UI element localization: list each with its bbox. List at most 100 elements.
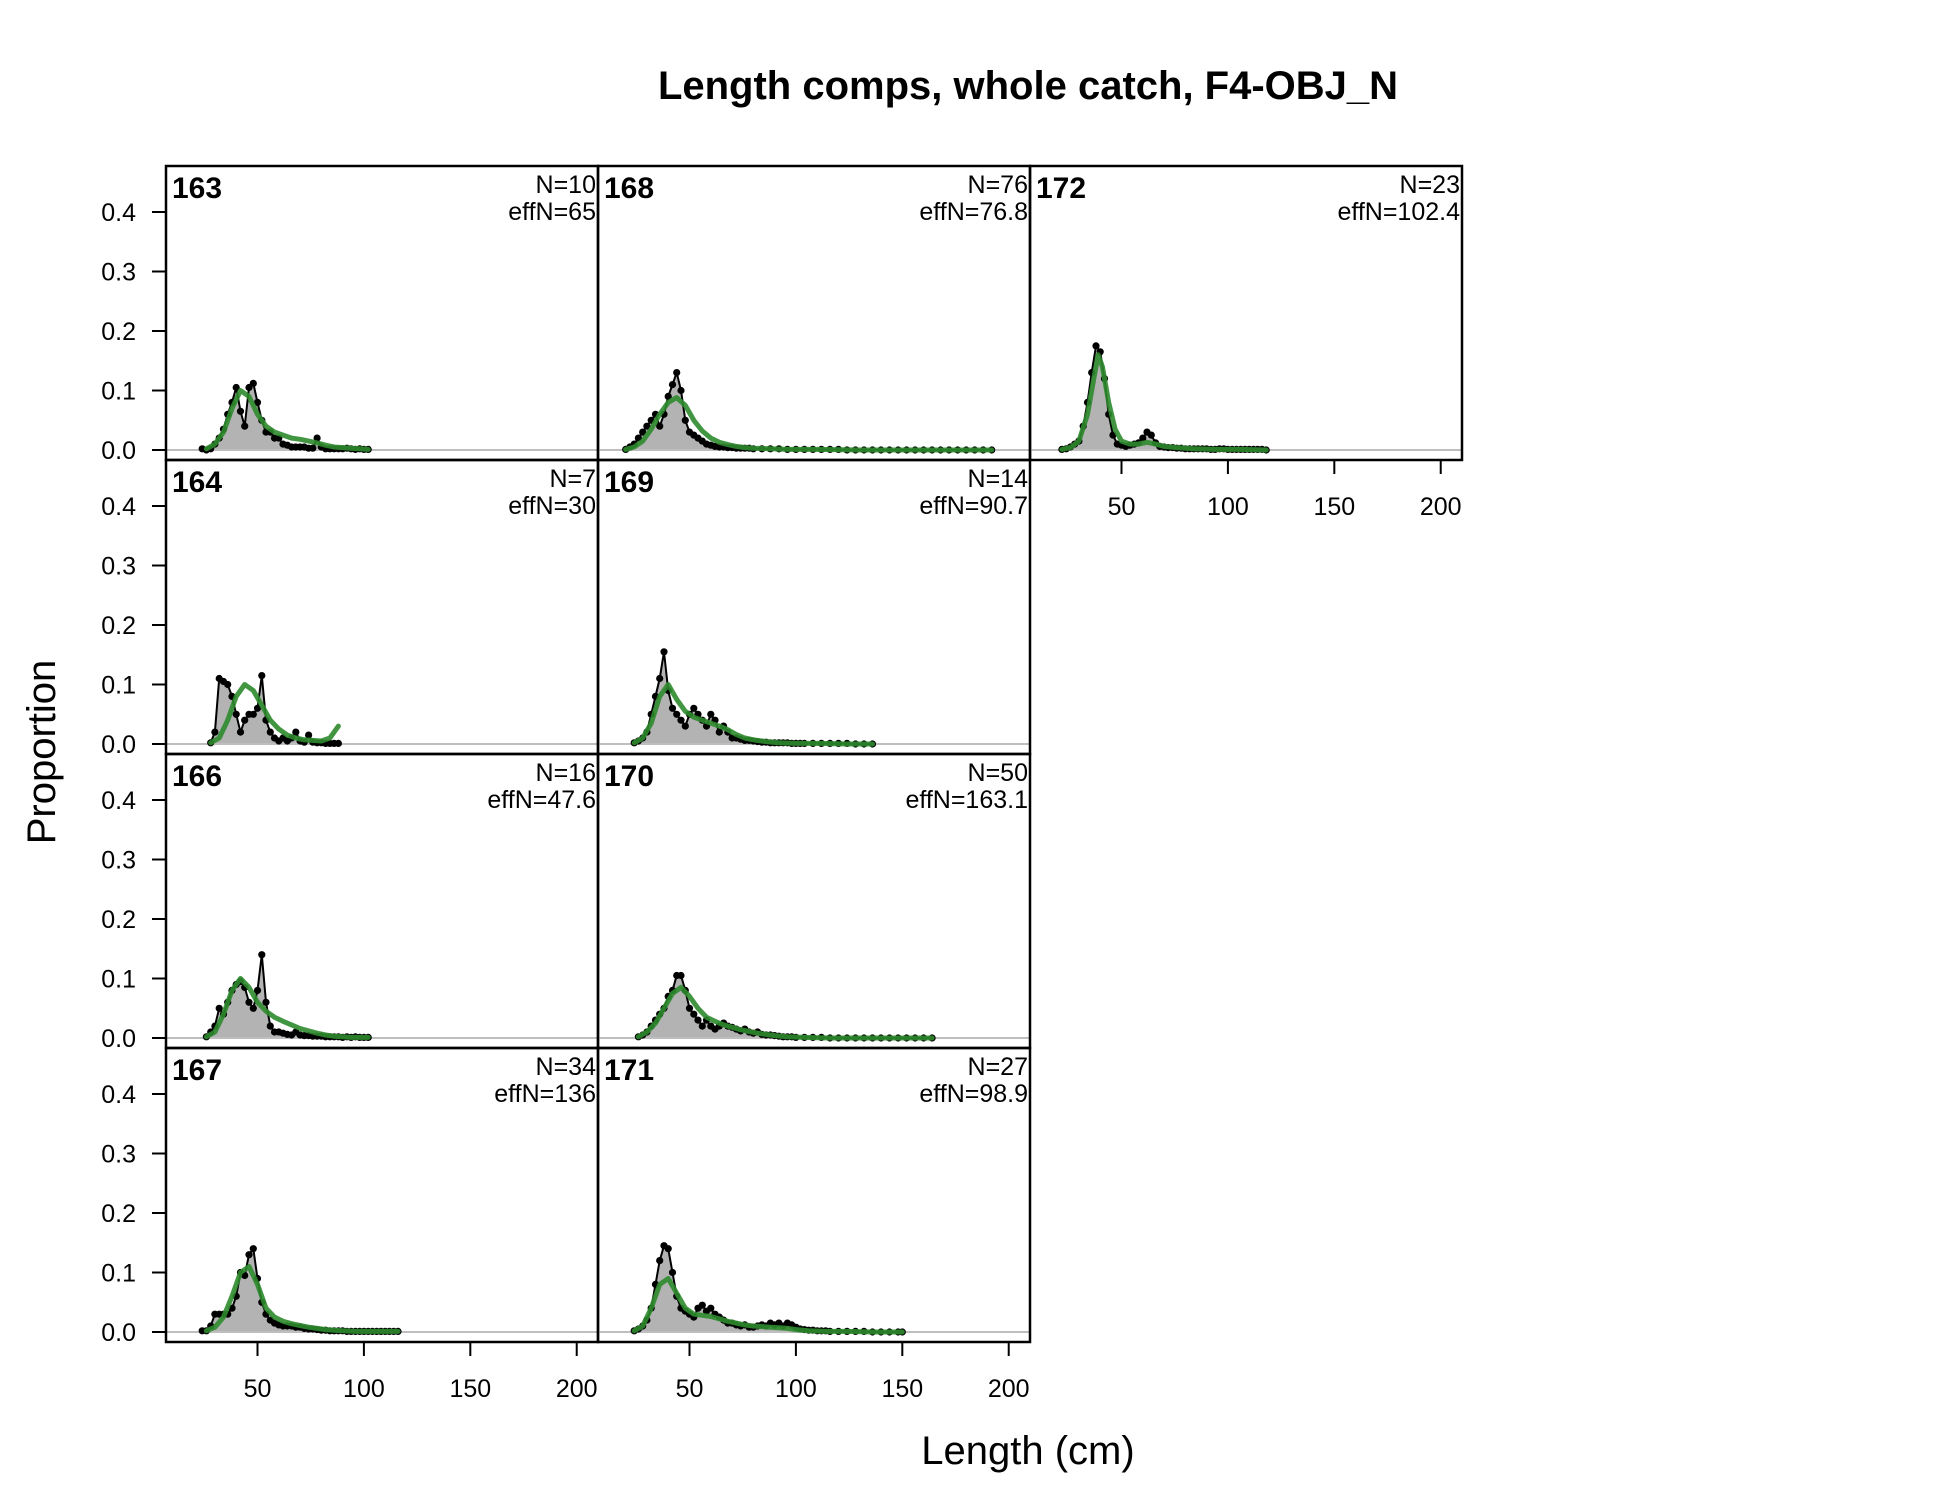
observed-point (232, 383, 240, 392)
observed-point (232, 710, 240, 718)
y-tick-label: 0.3 (101, 847, 136, 875)
observed-point (215, 1004, 223, 1012)
observed-point (236, 728, 245, 736)
observed-point (253, 398, 262, 406)
observed-point (266, 728, 274, 736)
observed-point (685, 1004, 694, 1012)
y-tick-label: 0.2 (101, 612, 136, 640)
observed-point (664, 1245, 672, 1253)
observed-point (668, 381, 677, 389)
observed-point (224, 680, 232, 689)
y-tick-label: 0.4 (101, 1081, 136, 1109)
expected-line (203, 1264, 401, 1334)
observed-point (656, 1257, 664, 1265)
y-tick-label: 0.4 (101, 787, 136, 815)
y-tick-label: 0.1 (101, 966, 136, 994)
observed-point (690, 1010, 698, 1018)
observed-area (634, 1245, 903, 1332)
y-tick-label: 0.4 (101, 199, 136, 227)
observed-point (681, 722, 689, 730)
observed-area (638, 975, 933, 1038)
x-tick-label: 200 (988, 1375, 1030, 1403)
panel-frame (596, 1046, 1032, 1344)
observed-point (249, 1245, 257, 1253)
observed-point (677, 716, 685, 724)
observed-point (656, 674, 664, 683)
observed-point (292, 728, 300, 736)
observed-area (202, 383, 369, 450)
observed-point (715, 728, 723, 736)
observed-point (673, 710, 681, 718)
observed-area (206, 954, 369, 1038)
y-tick-label: 0.3 (101, 1141, 136, 1169)
panel-n-label: N=23 (1400, 171, 1460, 199)
panel-effn-label: effN=102.4 (1337, 198, 1460, 226)
observed-point (258, 672, 266, 680)
observed-point (668, 1268, 677, 1277)
observed-point (639, 428, 647, 436)
panel-n-label: N=10 (536, 171, 596, 199)
observed-point (262, 998, 270, 1006)
y-tick-label: 0.0 (101, 437, 136, 465)
panel-label: 168 (604, 172, 654, 205)
observed-point (249, 1004, 257, 1012)
y-tick-label: 0.2 (101, 906, 136, 934)
panel-effn-label: effN=65 (508, 198, 596, 226)
x-tick-label: 150 (1313, 493, 1355, 521)
observed-point (253, 986, 262, 995)
y-axis-label: Proportion (20, 660, 64, 845)
x-axis-label: Length (cm) (921, 1429, 1134, 1473)
panel-label: 163 (172, 172, 222, 205)
observed-point (656, 422, 664, 430)
y-tick-label: 0.3 (101, 553, 136, 581)
panel-n-label: N=34 (536, 1053, 597, 1081)
observed-point (241, 422, 249, 430)
panel-label: 172 (1036, 172, 1086, 205)
observed-point (211, 728, 219, 736)
y-tick-label: 0.3 (101, 259, 136, 287)
x-tick-label: 100 (775, 1375, 817, 1403)
observed-point (707, 1304, 715, 1312)
panel-effn-label: effN=98.9 (919, 1080, 1028, 1108)
observed-point (305, 731, 313, 739)
panel-label: 166 (172, 760, 222, 793)
x-tick-label: 50 (676, 1375, 704, 1403)
observed-point (253, 704, 262, 712)
panel-effn-label: effN=30 (508, 492, 596, 520)
observed-point (694, 1016, 702, 1024)
observed-point (1139, 434, 1147, 442)
observed-point (707, 710, 715, 718)
expected-line (623, 395, 995, 453)
panel-label: 171 (604, 1054, 654, 1087)
panel-n-label: N=76 (968, 171, 1028, 199)
y-tick-label: 0.2 (101, 318, 136, 346)
y-tick-label: 0.2 (101, 1200, 136, 1228)
y-tick-label: 0.1 (101, 1260, 136, 1288)
observed-point (681, 416, 689, 424)
panel-label: 164 (172, 466, 222, 499)
observed-point (1147, 431, 1155, 439)
observed-point (677, 971, 685, 980)
x-tick-label: 100 (343, 1375, 385, 1403)
observed-point (698, 1301, 706, 1309)
expected-line (203, 976, 371, 1040)
observed-area (1061, 345, 1267, 450)
panel-effn-label: effN=47.6 (487, 786, 596, 814)
observed-point (266, 1022, 274, 1030)
observed-point (258, 951, 266, 959)
observed-point (698, 1022, 706, 1030)
observed-point (249, 379, 257, 387)
observed-point (236, 407, 245, 415)
observed-point (643, 422, 651, 430)
x-tick-label: 150 (449, 1375, 491, 1403)
y-tick-label: 0.0 (101, 731, 136, 759)
observed-point (690, 704, 698, 712)
